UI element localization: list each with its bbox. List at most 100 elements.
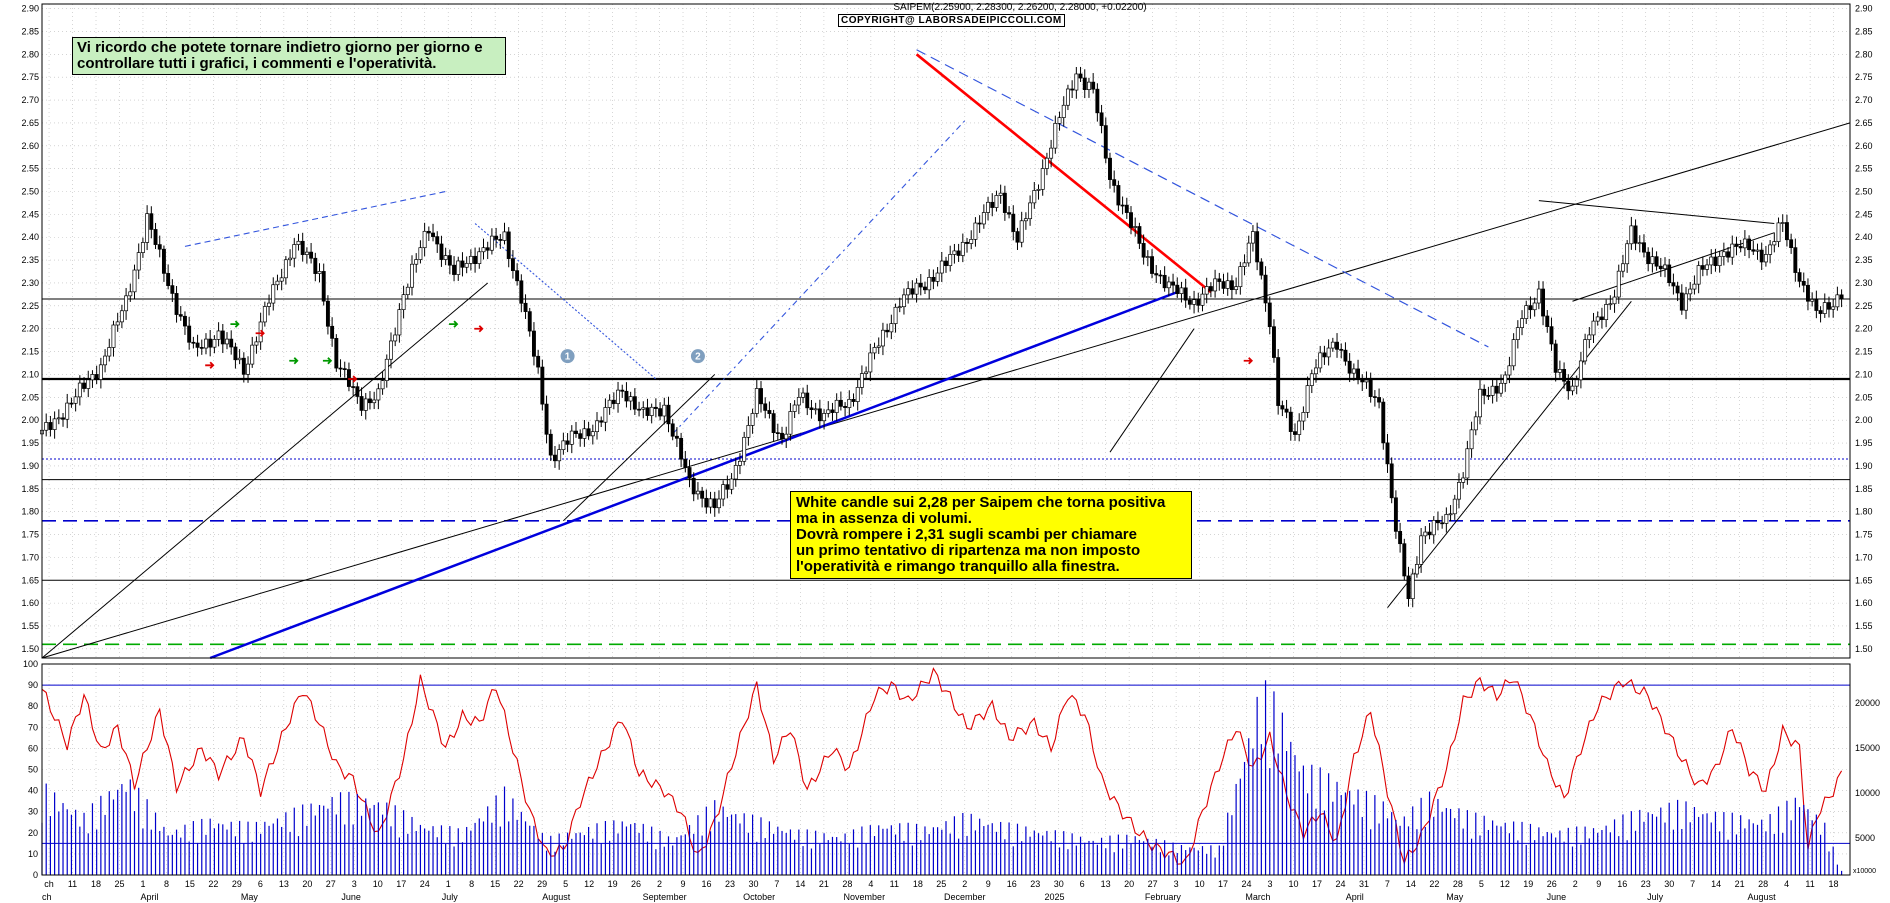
candle-body [422, 230, 427, 249]
x-tick-label: 28 [1453, 879, 1463, 889]
candle-body [965, 241, 969, 244]
candle-body [1229, 280, 1234, 290]
commentary-line: l'operatività e rimango tranquillo alla … [796, 558, 1120, 575]
candle-body [61, 417, 65, 420]
candle-body [611, 399, 616, 404]
x-tick-label: ch [44, 879, 54, 889]
axes: ch 11 18 25 1 8 15 22 29 6 13 20 27 3 10 17 24 1 8 15 22 29 5 1… [21, 3, 1880, 902]
x-tick-label: 3 [1268, 879, 1273, 889]
candle-body [1684, 293, 1688, 311]
candle-body [401, 294, 406, 310]
candle-body [309, 251, 314, 259]
candle-body [426, 230, 431, 234]
x-tick-label: 16 [701, 879, 711, 889]
oscillator-panel-frame [41, 663, 1851, 876]
candle-body [1452, 498, 1457, 515]
price-tick-label-right: 2.65 [1855, 118, 1873, 128]
candle-body [145, 213, 150, 243]
candle-body [603, 407, 608, 423]
candle-body [1301, 412, 1306, 422]
candle-body [1213, 278, 1218, 292]
x-tick-label: 21 [1735, 879, 1745, 889]
candle-body [624, 390, 629, 402]
candle-body [199, 347, 204, 349]
price-tick-label-right: 1.90 [1855, 461, 1873, 471]
candle-body [1360, 378, 1365, 383]
candle-body [1831, 306, 1836, 310]
candle-body [1612, 296, 1617, 305]
candle-body [485, 247, 490, 251]
candle-body [389, 340, 393, 360]
candle-body [1238, 266, 1243, 288]
copyright-label: COPYRIGHT@ LABORSADEIPICCOLI.COM [838, 14, 1065, 27]
candle-body [1288, 411, 1293, 432]
candle-body [418, 247, 423, 260]
trendline [184, 190, 446, 247]
candle-body [876, 345, 881, 348]
candle-body [1280, 405, 1285, 410]
candle-body [809, 407, 814, 410]
candle-body [1675, 285, 1680, 294]
candle-body [1259, 261, 1264, 276]
candle-body [414, 259, 419, 265]
price-tick-label-left: 2.70 [21, 95, 39, 105]
x-tick-label: 14 [1406, 879, 1416, 889]
x-tick-label: 19 [1523, 879, 1533, 889]
x-tick-label: 7 [1385, 879, 1390, 889]
volume-tick-label: 20000 [1855, 698, 1880, 708]
candle-body [637, 408, 642, 411]
month-label: May [1446, 892, 1464, 902]
candle-body [906, 288, 911, 296]
candle-body [288, 257, 293, 261]
signal-arrow-icon [255, 329, 265, 337]
candle-body [56, 417, 61, 420]
candle-body [1406, 575, 1411, 600]
price-tick-label-left: 2.45 [21, 209, 39, 219]
candle-body [1183, 287, 1188, 301]
trendline [672, 117, 968, 435]
price-tick-label-left: 2.55 [21, 164, 39, 174]
x-tick-label: 23 [1030, 879, 1040, 889]
price-tick-label-left: 2.20 [21, 324, 39, 334]
candle-body [687, 467, 692, 479]
candle-body [229, 338, 234, 348]
signal-arrow-icon [449, 320, 459, 328]
price-tick-label-left: 2.15 [21, 347, 39, 357]
candle-body [1515, 327, 1520, 340]
candle-body [956, 250, 961, 256]
candle-body [90, 374, 95, 381]
candle-body [477, 251, 482, 264]
candle-body [107, 347, 112, 357]
x-tick-label: 16 [1007, 879, 1017, 889]
candle-body [338, 367, 343, 370]
x-tick-label: 17 [1218, 879, 1228, 889]
price-tick-label-right: 1.75 [1855, 530, 1873, 540]
candle-body [1150, 256, 1154, 274]
candle-body [124, 295, 129, 312]
candle-body [780, 432, 784, 440]
candle-body [553, 454, 557, 462]
candle-body [1604, 304, 1609, 321]
candle-body [805, 392, 810, 409]
candle-body [1108, 157, 1112, 180]
candle-body [1028, 202, 1033, 220]
candle-body [952, 250, 957, 255]
candle-body [359, 396, 364, 411]
price-tick-label-left: 1.80 [21, 507, 39, 517]
candle-body [1763, 254, 1768, 263]
month-label: August [542, 892, 571, 902]
candle-body [1129, 212, 1133, 228]
candle-body [527, 311, 532, 332]
candle-body [1196, 299, 1201, 306]
candle-body [283, 259, 288, 279]
candle-body [822, 413, 827, 422]
price-tick-label-right: 1.60 [1855, 598, 1873, 608]
price-tick-label-left: 1.55 [21, 621, 39, 631]
candle-body [855, 387, 860, 402]
candle-body [641, 407, 646, 410]
candle-body [1414, 564, 1419, 575]
candle-body [183, 315, 187, 327]
candle-body [439, 243, 444, 260]
candle-body [1465, 448, 1470, 479]
candle-body [52, 418, 57, 430]
